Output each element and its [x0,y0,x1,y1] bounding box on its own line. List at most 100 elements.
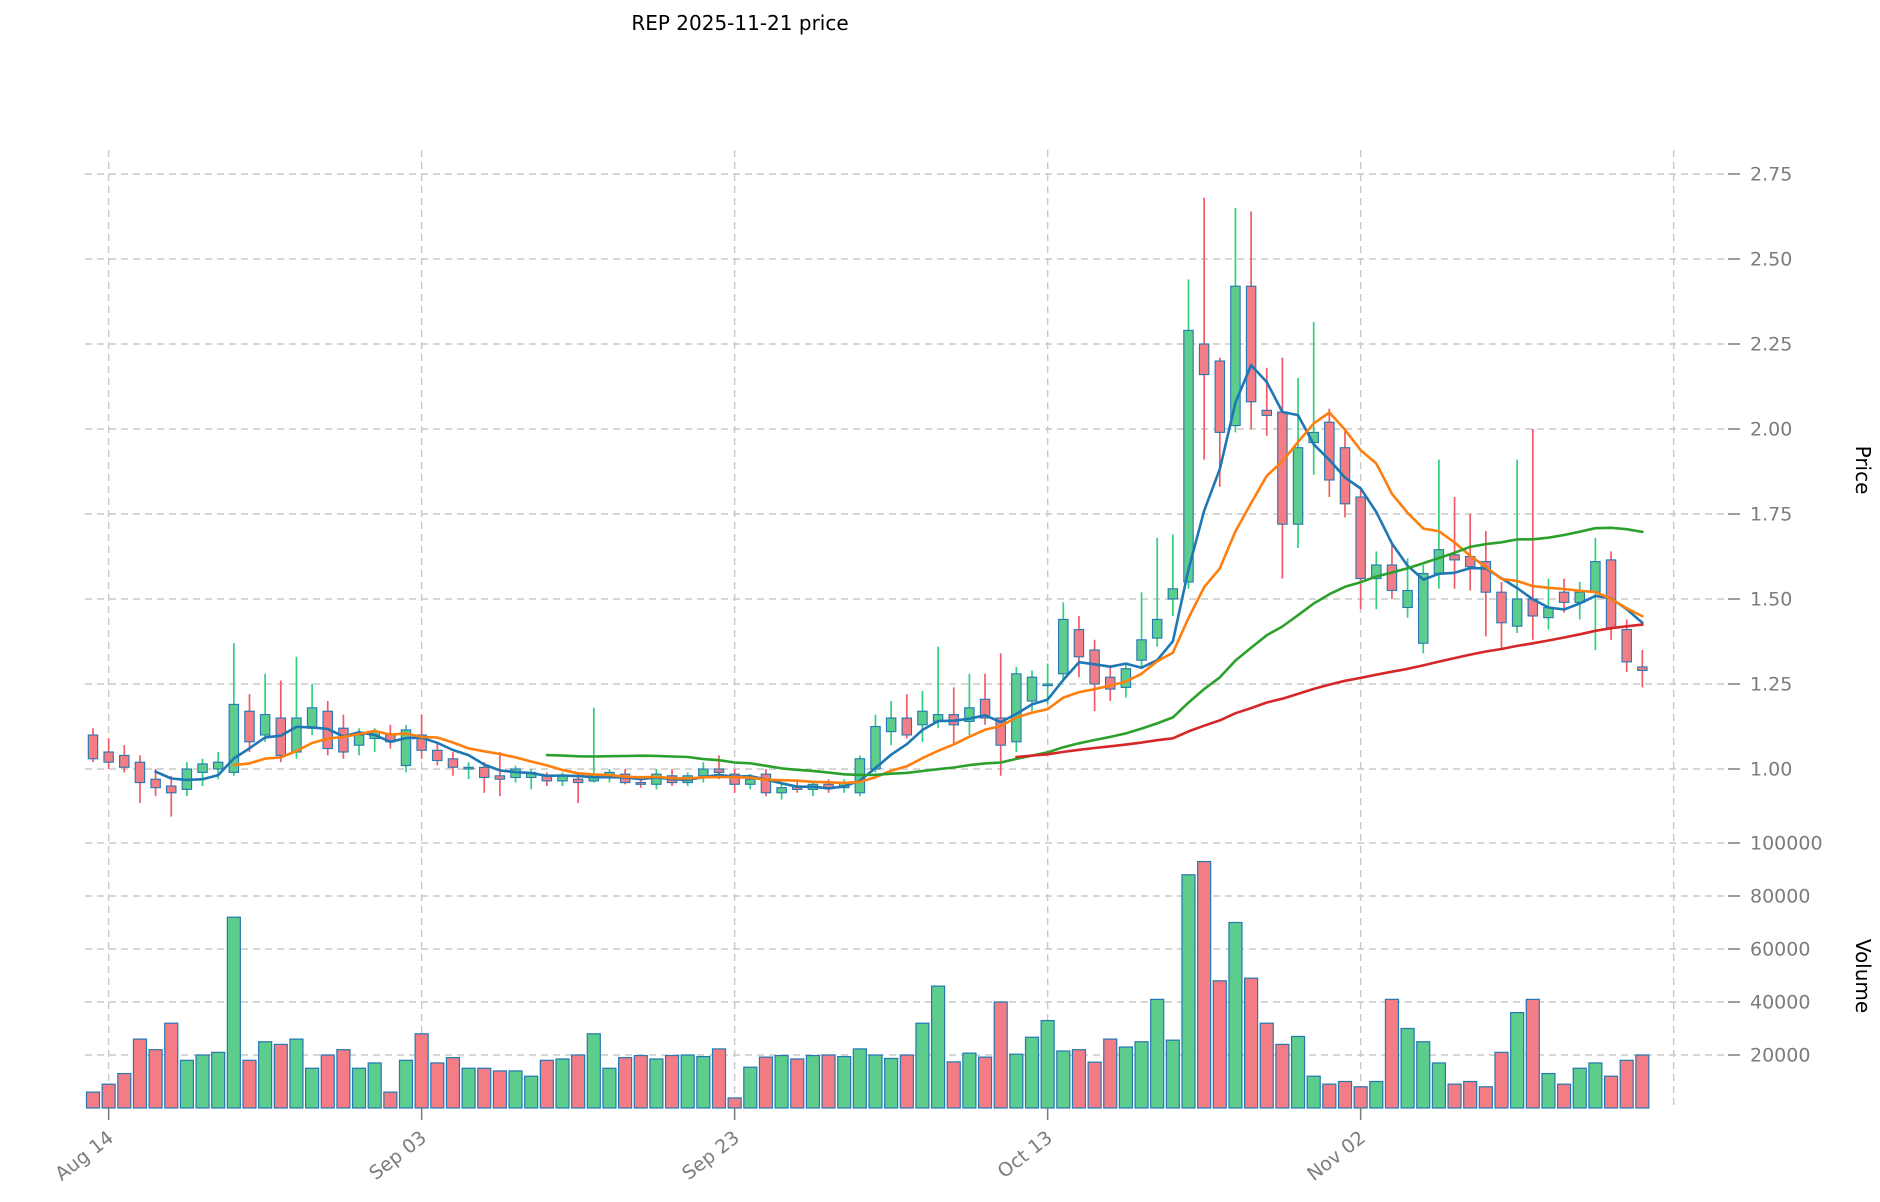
volume-bar [617,1057,633,1109]
candle-body [1355,496,1366,580]
volume-bar [1478,1086,1493,1109]
volume-bar [179,1059,194,1109]
volume-bar [1306,1075,1321,1109]
volume-bar [242,1059,257,1109]
candle-body [1183,329,1194,583]
volume-bar [680,1054,695,1109]
candle-body [917,710,928,726]
volume-bar [1369,1080,1384,1109]
volume-bar [1009,1053,1024,1109]
volume-bar [164,1022,179,1109]
volume-bar [1103,1038,1118,1109]
candle-body [150,778,161,789]
volume-bar [1588,1062,1603,1109]
candle-body [1386,564,1398,592]
volume-bar [571,1054,586,1109]
candle-body [1042,683,1053,687]
volume-bar [445,1057,461,1109]
candle-body [87,734,99,760]
price-tick-label: 2.75 [1750,164,1792,186]
candle-body [1292,447,1304,525]
volume-tick-label: 100000 [1750,833,1823,855]
volume-bar [664,1054,680,1109]
volume-bar [398,1059,414,1109]
volume-bar [1556,1083,1572,1109]
volume-bar [132,1038,148,1109]
candle-body [1605,559,1617,629]
candle-body [572,778,584,784]
candle-body [119,754,130,768]
volume-bar [837,1055,852,1109]
candle-body [1058,618,1069,675]
candle-body [1261,409,1273,416]
candle-body [291,717,302,753]
volume-bar [461,1067,476,1109]
volume-bar [633,1054,648,1109]
volume-bar [1337,1080,1353,1109]
candle-body [103,751,114,763]
volume-bar [414,1033,429,1109]
candle-body [478,766,490,779]
volume-bar [1510,1011,1525,1109]
volume-bar [1416,1041,1431,1109]
candle-body [306,707,318,729]
candle-body [1073,629,1085,658]
candle-body [212,761,224,770]
candle-body [1245,285,1257,403]
candle-body [1590,561,1601,593]
candle-body [1136,639,1147,661]
candle-body [979,698,991,719]
candle-body [1026,676,1038,702]
volume-bar [649,1058,664,1109]
volume-bar [821,1054,836,1109]
candle-body [416,734,427,751]
price-axis-label: Price [1851,446,1875,495]
candle-body [1449,554,1460,561]
candle-body [745,778,756,785]
volume-bar [524,1075,539,1109]
candle-body [1637,666,1648,671]
candle-body [1120,668,1132,688]
volume-bar [336,1049,351,1109]
candle-body [1324,421,1335,481]
volume-bar [1525,998,1540,1109]
date-tick-label: Aug 14 [51,1127,118,1186]
volume-bar [1603,1075,1619,1109]
volume-bar [1071,1049,1087,1109]
moving-average-lines [154,363,1644,790]
candlesticks [87,197,1648,817]
candle-body [166,785,177,794]
volume-bar [101,1083,116,1109]
candle-body [197,763,208,773]
volume-bar [993,1001,1008,1109]
volume-bar [1463,1080,1478,1109]
volume-bar [1259,1022,1274,1109]
volume-bar [1181,874,1196,1109]
volume-bar [915,1022,930,1109]
volume-bar [1087,1061,1102,1109]
candle-body [760,773,772,794]
volume-bar [1635,1054,1650,1109]
volume-bar [1541,1072,1556,1109]
volume-bar [367,1062,382,1109]
volume-bar [1134,1041,1149,1109]
candle-body [1277,411,1288,525]
candle-body [1511,598,1523,627]
volume-bar [1384,998,1400,1109]
volume-bar [226,916,241,1109]
volume-bar [586,1033,601,1109]
volume-bar [1290,1035,1306,1109]
candle-body [713,768,725,773]
volume-tick-label: 40000 [1750,992,1810,1014]
candle-body [870,725,881,770]
candle-body [1151,618,1163,639]
volume-bar [1197,860,1212,1109]
volume-bar [1040,1019,1055,1109]
price-tick-label: 2.25 [1750,334,1792,356]
candle-body [244,710,255,743]
candle-body [698,768,709,777]
candle-body [1214,360,1226,433]
volume-bar [211,1051,226,1109]
volume-bar [977,1056,993,1109]
